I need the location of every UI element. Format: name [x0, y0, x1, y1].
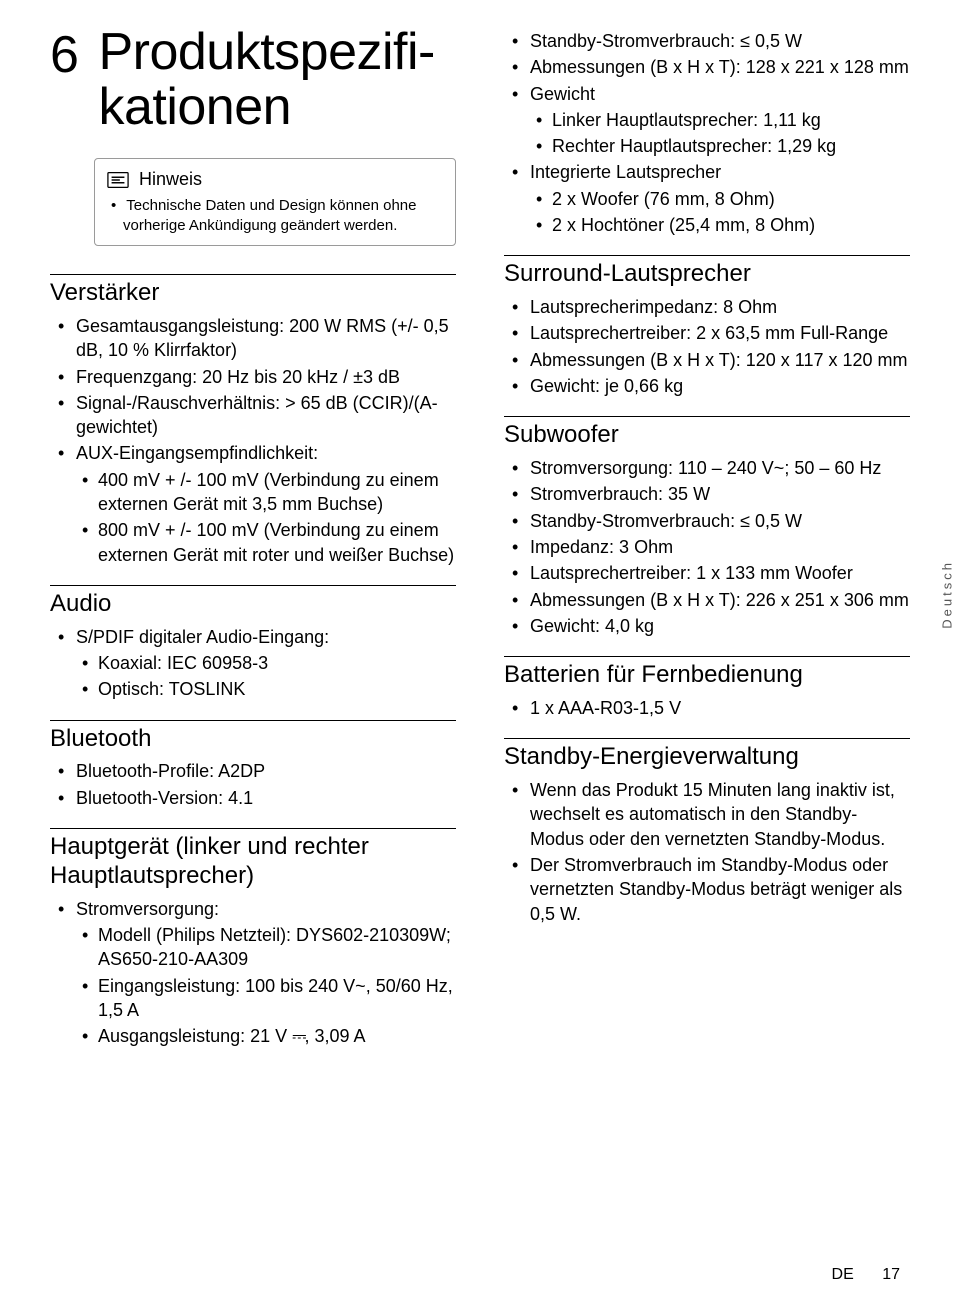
list-item: Signal-/Rauschverhältnis: > 65 dB (CCIR)…	[76, 391, 456, 440]
list-item: Rechter Hauptlautsprecher: 1,29 kg	[552, 134, 910, 158]
list-item: 800 mV + /- 100 mV (Verbindung zu einem …	[98, 518, 456, 567]
list-item: 400 mV + /- 100 mV (Verbindung zu einem …	[98, 468, 456, 517]
list-item: Eingangsleistung: 100 bis 240 V~, 50/60 …	[98, 974, 456, 1023]
list-item: Modell (Philips Netzteil): DYS602-210309…	[98, 923, 456, 972]
list-item: Linker Hauptlautsprecher: 1,11 kg	[552, 108, 910, 132]
left-column: 6 Produktspezifi- kationen Hinweis	[50, 25, 456, 1050]
list-item: Abmessungen (B x H x T): 226 x 251 x 306…	[530, 588, 910, 612]
list-item: Ausgangsleistung: 21 V ⎓, 3,09 A	[98, 1024, 456, 1048]
list-item: Stromversorgung: 110 – 240 V~; 50 – 60 H…	[530, 456, 910, 480]
list-item: Abmessungen (B x H x T): 120 x 117 x 120…	[530, 348, 910, 372]
list-item: Bluetooth-Version: 4.1	[76, 786, 456, 810]
note-box: Hinweis Technische Daten und Design könn…	[94, 158, 456, 246]
section-hauptgeraet: Hauptgerät (linker und rechter Hauptlaut…	[50, 828, 456, 891]
dc-symbol-icon: ⎓	[292, 1026, 304, 1046]
list-item: Lautsprecherimpedanz: 8 Ohm	[530, 295, 910, 319]
list-item: Frequenzgang: 20 Hz bis 20 kHz / ±3 dB	[76, 365, 456, 389]
list-item: Gewicht: je 0,66 kg	[530, 374, 910, 398]
section-bluetooth: Bluetooth	[50, 720, 456, 754]
chapter-number: 6	[50, 25, 94, 85]
footer-lang: DE	[832, 1266, 854, 1283]
list-item: S/PDIF digitaler Audio-Eingang: Koaxial:…	[76, 625, 456, 702]
language-tab: Deutsch	[940, 560, 955, 629]
section-audio: Audio	[50, 585, 456, 619]
section-surround: Surround-Lautsprecher	[504, 255, 910, 289]
section-standby-energie: Standby-Energieverwaltung	[504, 738, 910, 772]
page-title: Produktspezifi- kationen	[98, 25, 434, 134]
chapter-heading: 6 Produktspezifi- kationen	[50, 25, 456, 158]
list-item: Integrierte Lautsprecher 2 x Woofer (76 …	[530, 160, 910, 237]
list-item: Stromverbrauch: 35 W	[530, 482, 910, 506]
right-column: Standby-Stromverbrauch: ≤ 0,5 W Abmessun…	[504, 25, 910, 1050]
list-item: Wenn das Produkt 15 Minuten lang inaktiv…	[530, 778, 910, 851]
list-item: Impedanz: 3 Ohm	[530, 535, 910, 559]
note-title: Hinweis	[139, 169, 202, 190]
list-item: Lautsprechertreiber: 1 x 133 mm Woofer	[530, 561, 910, 585]
page-footer: DE 17	[832, 1266, 900, 1284]
note-icon	[107, 171, 129, 189]
list-item: 2 x Woofer (76 mm, 8 Ohm)	[552, 187, 910, 211]
list-item: Standby-Stromverbrauch: ≤ 0,5 W	[530, 509, 910, 533]
list-item: Standby-Stromverbrauch: ≤ 0,5 W	[530, 29, 910, 53]
list-item: Der Stromverbrauch im Standby-Modus oder…	[530, 853, 910, 926]
list-item: Abmessungen (B x H x T): 128 x 221 x 128…	[530, 55, 910, 79]
section-subwoofer: Subwoofer	[504, 416, 910, 450]
list-item: 1 x AAA-R03-1,5 V	[530, 696, 910, 720]
list-item: Gesamtausgangsleistung: 200 W RMS (+/- 0…	[76, 314, 456, 363]
list-item: Lautsprechertreiber: 2 x 63,5 mm Full-Ra…	[530, 321, 910, 345]
list-item: Optisch: TOSLINK	[98, 677, 456, 701]
list-item: AUX-Eingangsempfindlichkeit: 400 mV + /-…	[76, 441, 456, 566]
note-text: Technische Daten und Design können ohne …	[111, 196, 443, 235]
section-verstaerker: Verstärker	[50, 274, 456, 308]
list-item: Gewicht: 4,0 kg	[530, 614, 910, 638]
list-item: Stromversorgung: Modell (Philips Netztei…	[76, 897, 456, 1049]
list-item: Gewicht Linker Hauptlautsprecher: 1,11 k…	[530, 82, 910, 159]
list-item: Bluetooth-Profile: A2DP	[76, 759, 456, 783]
list-item: Koaxial: IEC 60958-3	[98, 651, 456, 675]
footer-page: 17	[882, 1266, 900, 1283]
list-item: 2 x Hochtöner (25,4 mm, 8 Ohm)	[552, 213, 910, 237]
section-batterien: Batterien für Fernbedienung	[504, 656, 910, 690]
